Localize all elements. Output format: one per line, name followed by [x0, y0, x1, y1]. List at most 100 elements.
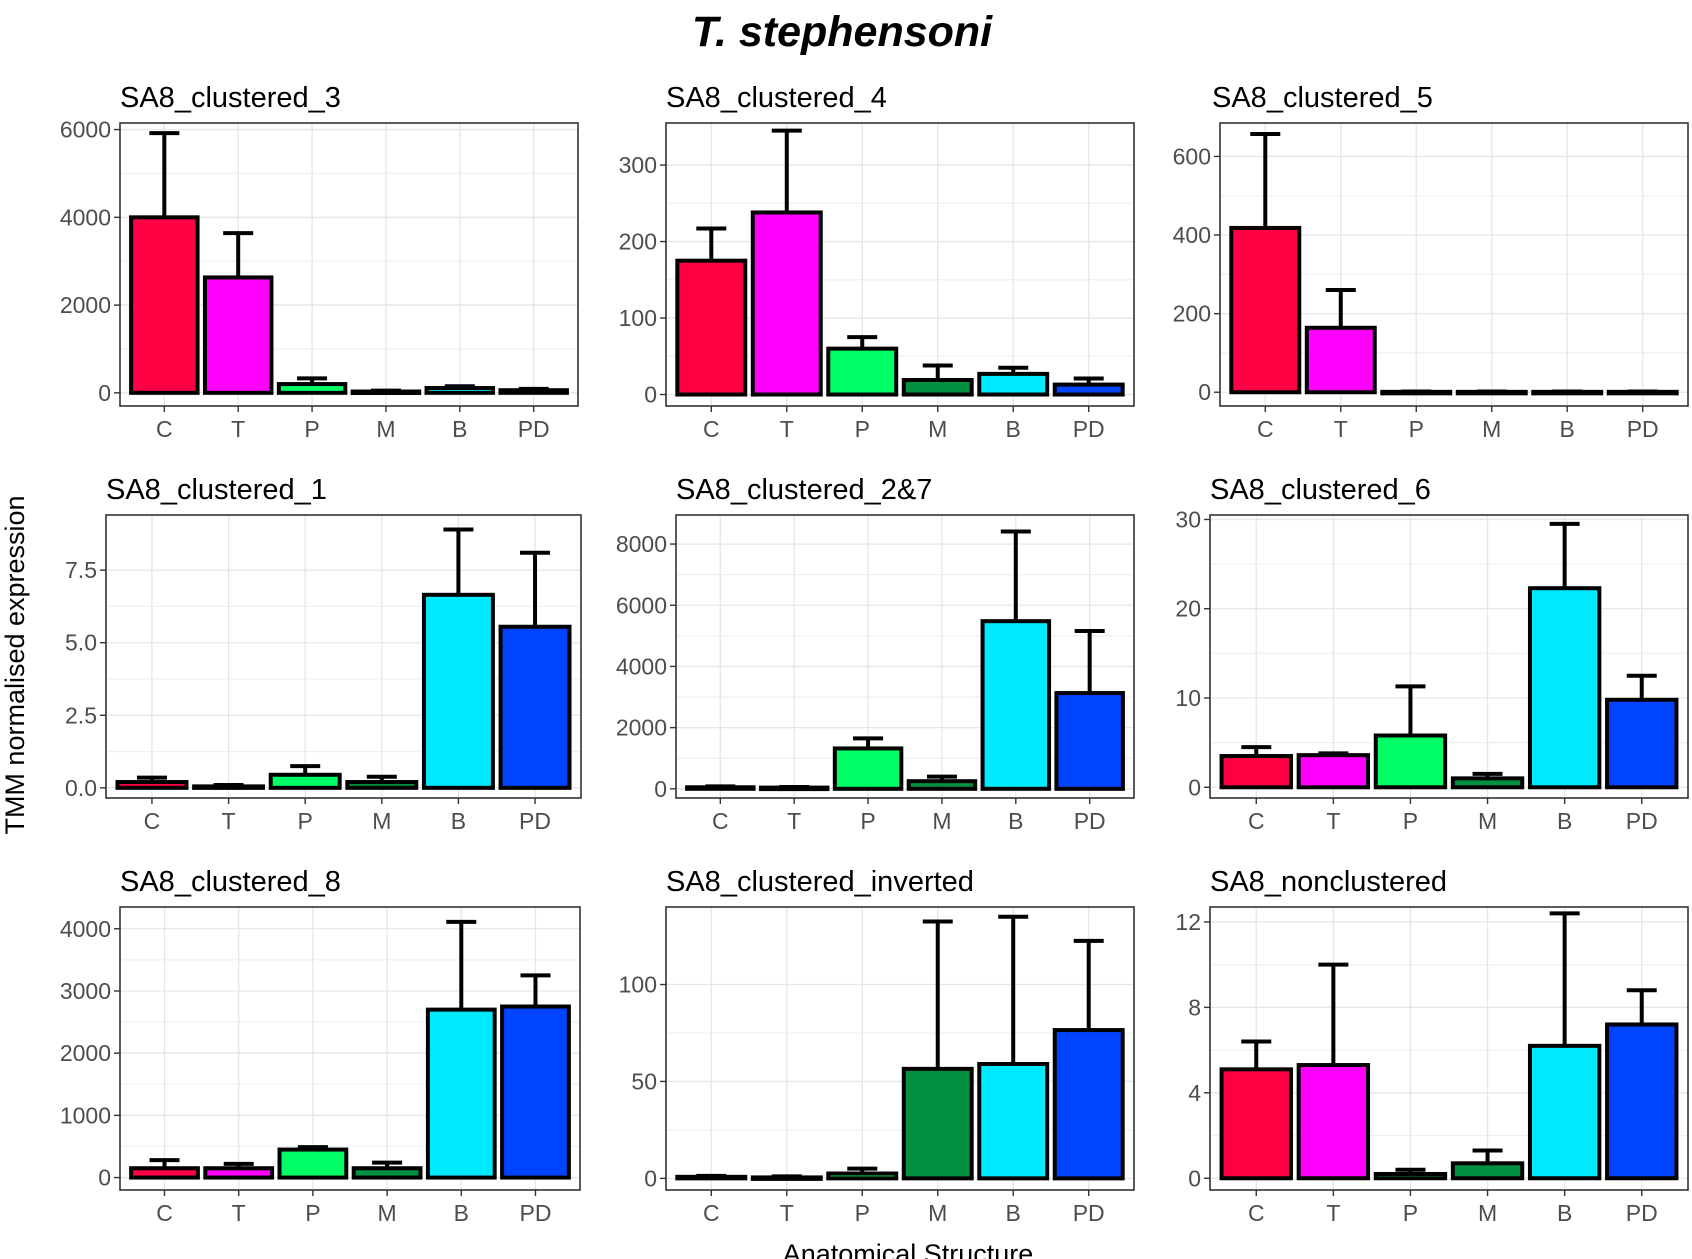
error-bar-T: [223, 231, 254, 278]
error-bar-P: [290, 764, 321, 775]
panel-frame: [105, 514, 582, 799]
error-bar-C: [696, 226, 727, 261]
y-tick-label: 8: [1188, 994, 1201, 1020]
y-tick-label: 100: [619, 305, 657, 331]
x-tick-label: P: [1409, 416, 1424, 442]
y-tick-label: 2.5: [65, 702, 97, 728]
bar-PD: [500, 1004, 571, 1180]
x-tick-label: M: [932, 808, 951, 834]
panel-title: SA8_clustered_2&7: [676, 474, 932, 506]
panel-frame: [119, 906, 581, 1191]
y-tick-label: 8000: [616, 531, 667, 557]
x-tick-label: C: [1248, 808, 1265, 834]
bar-B: [421, 592, 495, 790]
x-tick-label: M: [1478, 1200, 1497, 1226]
bar-B: [424, 386, 496, 395]
y-tick-label: 100: [619, 972, 657, 998]
x-tick-label: T: [787, 808, 801, 834]
error-bar-M: [366, 774, 397, 783]
error-bar-M: [372, 1160, 403, 1169]
bar-M: [1450, 1161, 1525, 1181]
panel-frame: [665, 906, 1135, 1191]
x-tick-label: B: [1560, 416, 1575, 442]
x-tick-label: PD: [1073, 1200, 1105, 1226]
y-tick-label: 0: [654, 776, 667, 802]
y-tick-label: 200: [619, 229, 657, 255]
x-tick-label: C: [1248, 1200, 1265, 1226]
x-tick-label: C: [156, 416, 173, 442]
y-tick-label: 2000: [60, 292, 111, 318]
x-tick-label: PD: [1074, 808, 1106, 834]
bar-T: [1296, 753, 1371, 790]
error-bar-C: [1241, 745, 1272, 757]
y-tick-label: 400: [1173, 222, 1211, 248]
y-tick-label: 20: [1175, 596, 1201, 622]
error-bar-T: [771, 128, 802, 213]
y-tick-label: 0: [1188, 774, 1201, 800]
error-bar-C: [149, 1158, 180, 1169]
x-tick-label: T: [780, 1200, 794, 1226]
error-bar-T: [213, 782, 244, 787]
x-tick-label: B: [1006, 416, 1021, 442]
bar-P: [826, 1171, 899, 1181]
error-bar-C: [1250, 132, 1281, 228]
x-tick-label: T: [1326, 808, 1340, 834]
error-bar-M: [370, 388, 401, 393]
bar-P: [832, 746, 904, 791]
error-bar-B: [446, 919, 477, 1010]
panel-title: SA8_clustered_6: [1210, 474, 1431, 506]
y-tick-label: 0: [644, 1165, 657, 1191]
bar-M: [345, 780, 419, 790]
bar-M: [901, 377, 974, 397]
x-tick-label: PD: [1627, 416, 1659, 442]
bar-B: [425, 1007, 497, 1180]
x-tick-label: P: [860, 808, 875, 834]
bar-B: [1527, 1043, 1602, 1181]
y-tick-label: 10: [1175, 685, 1201, 711]
y-tick-label: 0.0: [65, 775, 97, 801]
x-tick-label: B: [1006, 1200, 1021, 1226]
x-tick-label: C: [156, 1200, 173, 1226]
error-bar-B: [1549, 521, 1580, 589]
panel-3: 0 200 400 600 C T P M B PD SA8_clustered_5: [1173, 82, 1689, 442]
y-tick-label: 0: [98, 1165, 111, 1191]
y-tick-label: 0: [1188, 1165, 1201, 1191]
bar-PD: [1054, 691, 1125, 791]
bar-P: [1373, 733, 1448, 790]
error-bar-P: [1395, 684, 1426, 736]
y-axis-title: TMM normalised expression: [0, 495, 30, 834]
y-tick-label: 0: [644, 382, 657, 408]
x-tick-label: B: [452, 416, 467, 442]
bar-M: [1450, 776, 1525, 790]
panel-6: 0 10 20 30 C T P M B PD SA8_clustered_6: [1175, 474, 1689, 834]
y-tick-label: 0: [98, 380, 111, 406]
x-tick-label: C: [703, 1200, 720, 1226]
error-bar-T: [1318, 962, 1349, 1066]
bar-C: [675, 258, 748, 397]
panel-title: SA8_clustered_5: [1212, 82, 1433, 114]
x-axis-title: Anatomical Structure: [783, 1239, 1034, 1259]
y-tick-label: 2000: [60, 1040, 111, 1066]
x-tick-label: M: [372, 808, 391, 834]
error-bar-T: [779, 784, 810, 789]
x-tick-label: T: [232, 1200, 246, 1226]
x-tick-label: P: [1403, 1200, 1418, 1226]
error-bar-B: [444, 384, 475, 389]
bar-T: [1304, 325, 1377, 395]
panel-frame: [1209, 514, 1689, 799]
panel-8: 0 50 100 C T P M B PD SA8_clustered_inverted: [619, 866, 1135, 1226]
panel-title: SA8_clustered_1: [106, 474, 327, 506]
panel-title: SA8_clustered_4: [666, 82, 887, 114]
bar-T: [202, 275, 274, 395]
bar-T: [203, 1166, 275, 1180]
x-tick-label: C: [144, 808, 161, 834]
y-tick-label: 4000: [60, 916, 111, 942]
error-bar-P: [1395, 1167, 1426, 1174]
x-tick-label: PD: [1626, 808, 1658, 834]
y-tick-label: 0: [1198, 379, 1211, 405]
x-tick-label: PD: [518, 416, 550, 442]
y-tick-label: 6000: [616, 592, 667, 618]
y-tick-label: 4000: [60, 204, 111, 230]
panel-frame: [675, 514, 1135, 799]
